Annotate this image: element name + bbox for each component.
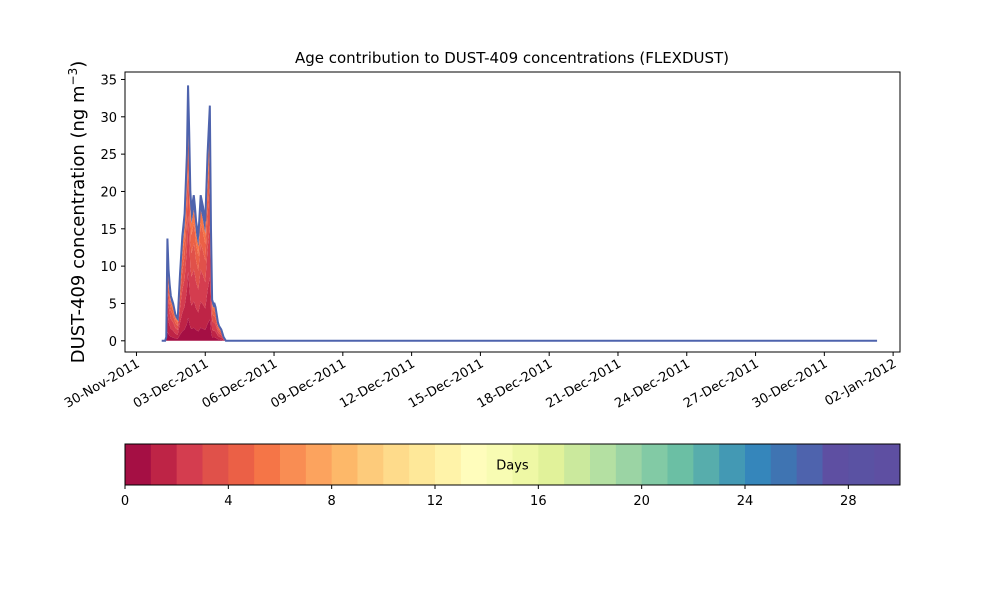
colorbar-frame <box>124 443 901 486</box>
y-axis-label-sup: −3 <box>66 68 80 86</box>
x-tick-label-5: 15-Dec-2011 <box>406 356 486 411</box>
colorbar-segment-20 <box>641 444 668 485</box>
colorbar-segment-1 <box>150 444 178 485</box>
y-tick-label-30: 30 <box>100 111 117 126</box>
colorbar-label: Days <box>496 459 529 474</box>
colorbar-segment-28 <box>848 444 875 485</box>
y-axis-label: DUST-409 concentration (ng m−3) <box>66 61 89 364</box>
colorbar-segment-15 <box>512 444 539 485</box>
colorbar-segment-3 <box>202 444 229 485</box>
colorbar-segment-7 <box>305 444 333 485</box>
colorbar-segment-9 <box>357 444 384 485</box>
colorbar-segment-16 <box>538 444 565 485</box>
colorbar-segment-12 <box>435 444 462 485</box>
colorbar-segment-25 <box>770 444 798 485</box>
x-tick-label-2: 06-Dec-2011 <box>200 356 280 411</box>
x-tick-label-4: 12-Dec-2011 <box>337 356 417 411</box>
y-axis-label-close: ) <box>68 61 89 68</box>
colorbar-tick-label-0: 0 <box>121 494 129 509</box>
y-tick-label-15: 15 <box>100 223 117 238</box>
colorbar-segment-4 <box>228 444 255 485</box>
colorbar-tick-label-8: 8 <box>328 494 336 509</box>
age-band-area-4 <box>161 133 878 341</box>
colorbar-segment-5 <box>254 444 281 485</box>
colorbar-segment-21 <box>667 444 694 485</box>
age-band-area-5 <box>161 110 878 341</box>
age-band-area-0 <box>161 317 878 341</box>
plot-frame <box>124 71 901 353</box>
x-tick-label-11: 02-Jan-2012 <box>823 356 900 409</box>
x-tick-label-6: 18-Dec-2011 <box>475 356 555 411</box>
x-tick-label-7: 21-Dec-2011 <box>544 356 624 411</box>
age-band-area-2 <box>161 215 878 341</box>
colorbar-segment-18 <box>590 444 617 485</box>
colorbar-segment-6 <box>280 444 307 485</box>
y-tick-label-20: 20 <box>100 185 117 200</box>
age-band-area-1 <box>161 271 878 341</box>
colorbar: Days 0 4 8 12 16 20 24 28 <box>121 443 901 509</box>
x-tick-label-3: 09-Dec-2011 <box>268 356 348 411</box>
total-concentration-line <box>161 85 878 342</box>
colorbar-segment-24 <box>745 444 772 485</box>
colorbar-segment-17 <box>564 444 591 485</box>
colorbar-segment-29 <box>874 444 901 485</box>
y-axis-label-main: DUST-409 concentration (ng m <box>68 85 89 363</box>
colorbar-segment-22 <box>693 444 720 485</box>
colorbar-tick-label-20: 20 <box>633 494 650 509</box>
plot-area: 0 5 10 15 20 25 30 35 30-Nov-201103-Dec-201106-D… <box>62 71 901 412</box>
colorbar-segment-13 <box>460 444 488 485</box>
colorbar-segment-27 <box>822 444 849 485</box>
colorbar-tick-label-28: 28 <box>840 494 857 509</box>
y-tick-label-35: 35 <box>100 73 117 88</box>
y-tick-label-10: 10 <box>100 260 117 275</box>
y-tick-label-0: 0 <box>109 335 117 350</box>
x-tick-label-1: 03-Dec-2011 <box>131 356 211 411</box>
x-tick-label-8: 24-Dec-2011 <box>612 356 692 411</box>
colorbar-tick-label-16: 16 <box>530 494 547 509</box>
age-band-area-6 <box>161 85 878 341</box>
colorbar-segment-14 <box>486 444 513 485</box>
y-tick-label-25: 25 <box>100 148 117 163</box>
colorbar-segment-11 <box>409 444 436 485</box>
colorbar-segment-0 <box>125 444 152 485</box>
x-tick-label-9: 27-Dec-2011 <box>681 356 761 411</box>
colorbar-segment-8 <box>331 444 358 485</box>
x-tick-label-0: 30-Nov-2011 <box>62 356 142 411</box>
colorbar-segment-23 <box>719 444 746 485</box>
colorbar-tick-label-4: 4 <box>224 494 232 509</box>
colorbar-segment-26 <box>796 444 823 485</box>
y-tick-label-5: 5 <box>109 297 117 312</box>
colorbar-tick-label-24: 24 <box>737 494 754 509</box>
colorbar-tick-label-12: 12 <box>427 494 444 509</box>
colorbar-segment-2 <box>176 444 203 485</box>
x-tick-label-10: 30-Dec-2011 <box>750 356 830 411</box>
colorbar-segment-10 <box>383 444 410 485</box>
colorbar-segment-19 <box>615 444 643 485</box>
chart-title: Age contribution to DUST-409 concentrati… <box>295 49 729 67</box>
age-band-area-3 <box>161 169 878 341</box>
